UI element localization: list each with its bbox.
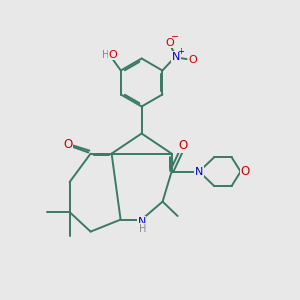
Text: N: N (195, 167, 203, 177)
Text: −: − (171, 32, 179, 42)
Text: O: O (109, 50, 117, 60)
Text: N: N (172, 52, 180, 62)
Text: O: O (165, 38, 174, 48)
Text: H: H (139, 224, 146, 234)
Text: O: O (240, 165, 249, 178)
Text: O: O (188, 55, 197, 65)
Text: H: H (102, 50, 109, 60)
Text: N: N (137, 217, 146, 227)
Text: +: + (178, 47, 184, 56)
Text: O: O (178, 139, 187, 152)
Text: O: O (64, 137, 73, 151)
